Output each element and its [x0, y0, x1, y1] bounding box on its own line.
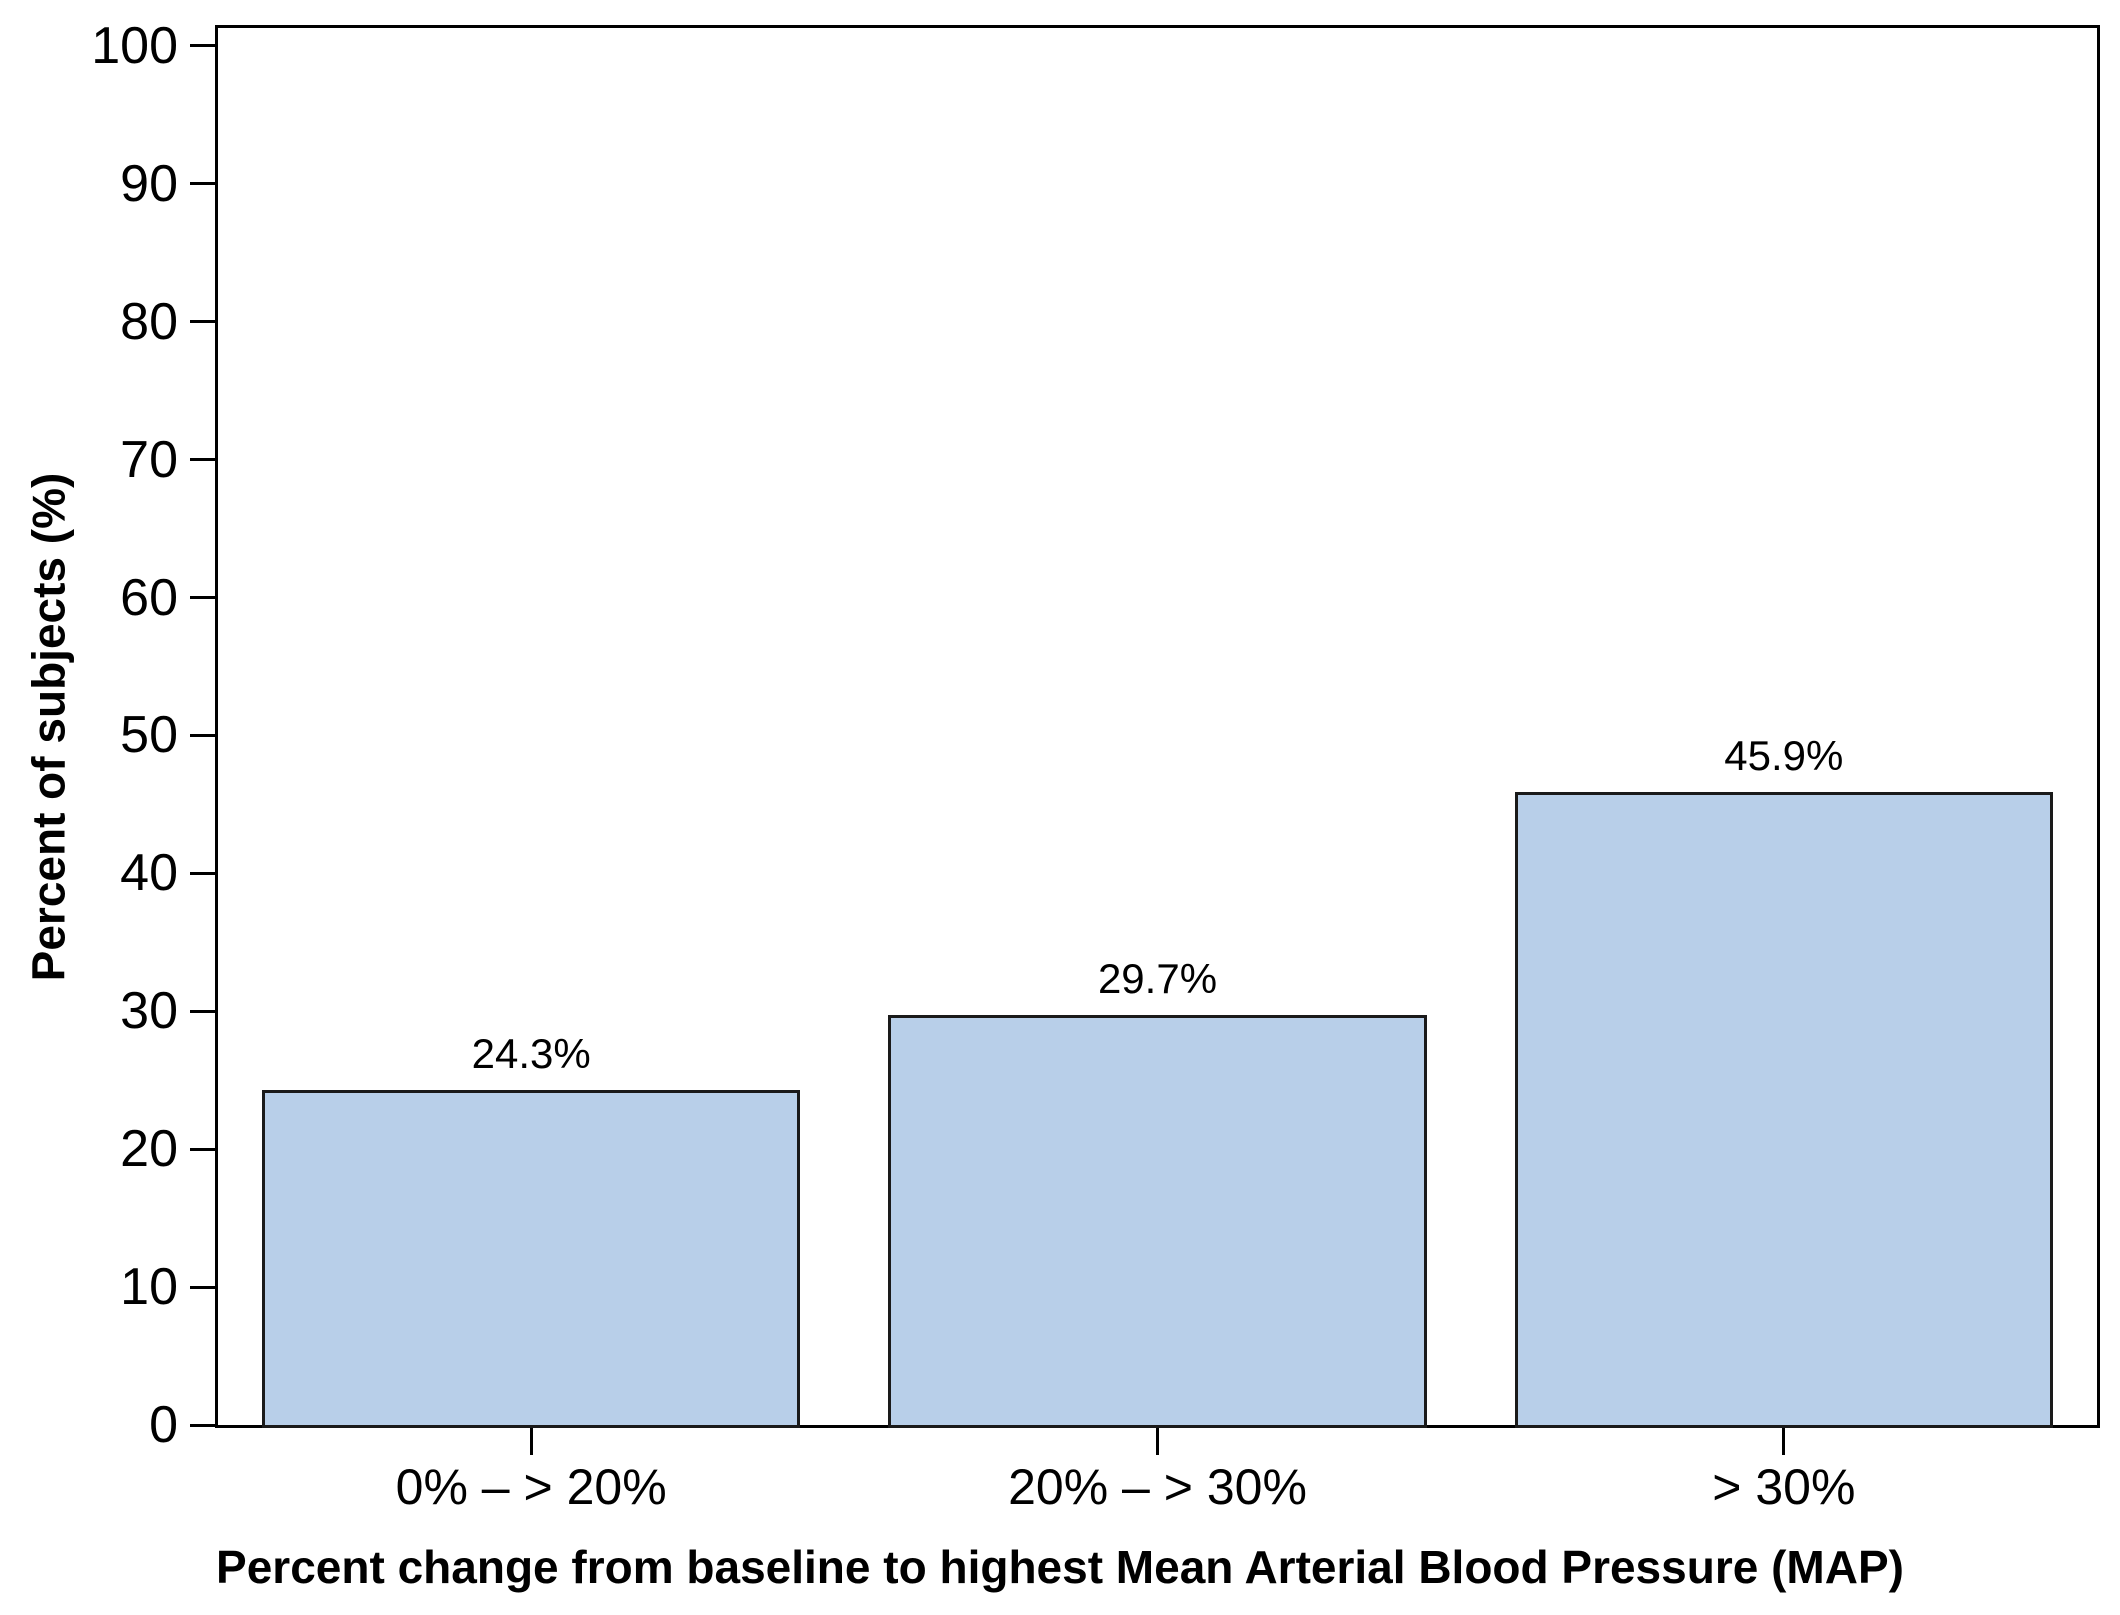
x-category-label: > 30%	[1712, 1459, 1856, 1515]
y-tick-label: 50	[120, 706, 178, 765]
bar-value-label: 29.7%	[1097, 955, 1218, 1003]
y-tick	[190, 871, 215, 875]
x-tick	[1156, 1428, 1159, 1455]
x-category-label: 20% – > 30%	[1008, 1459, 1307, 1515]
y-tick	[190, 182, 215, 186]
y-tick-label: 70	[120, 430, 178, 489]
y-tick	[190, 320, 215, 324]
x-tick	[529, 1428, 533, 1455]
x-axis-title: Percent change from baseline to highest …	[216, 1541, 1904, 1593]
y-tick-label: 90	[120, 154, 178, 213]
bar	[1514, 792, 2054, 1428]
y-tick-label: 100	[91, 16, 178, 75]
y-tick-label: 80	[120, 292, 178, 351]
y-tick	[190, 44, 215, 48]
y-tick	[190, 733, 215, 737]
y-tick-label: 10	[120, 1258, 178, 1317]
bar	[261, 1089, 801, 1428]
y-tick-label: 40	[120, 844, 178, 903]
x-category-label: 0% – > 20%	[395, 1459, 667, 1515]
y-tick	[190, 1147, 215, 1151]
bar-value-label: 45.9%	[1724, 732, 1844, 779]
y-tick-label: 60	[120, 568, 178, 627]
bar	[888, 1015, 1427, 1428]
y-tick-label: 30	[120, 982, 178, 1041]
y-tick	[190, 596, 215, 600]
y-tick-label: 20	[120, 1120, 178, 1179]
x-tick	[1782, 1428, 1786, 1455]
y-tick	[190, 1423, 215, 1427]
y-tick-label: 0	[149, 1396, 178, 1454]
bar-value-label: 24.3%	[471, 1029, 591, 1077]
y-tick	[190, 1009, 215, 1013]
y-tick	[190, 1285, 215, 1289]
y-tick	[190, 458, 215, 462]
